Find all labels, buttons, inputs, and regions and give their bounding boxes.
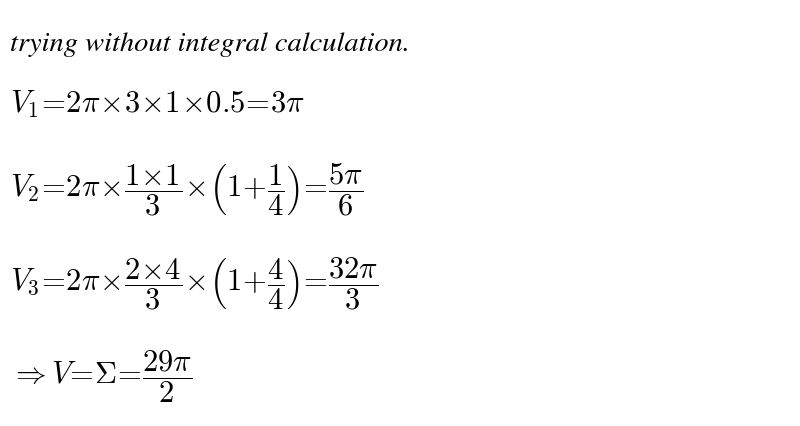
Text: $\mathit{V}_3\!=\!2\pi\!\times\!\dfrac{2\!\times\!4}{3}\!\times\!\left(1\!+\!\df: $\mathit{V}_3\!=\!2\pi\!\times\!\dfrac{2… xyxy=(10,255,378,311)
Text: $\Rightarrow \mathit{V}\!=\!\Sigma\!=\!\dfrac{29\pi}{2}$: $\Rightarrow \mathit{V}\!=\!\Sigma\!=\!\… xyxy=(10,349,193,405)
Text: $\mathit{V}_1\!=\!2\pi\!\times\!3\!\times\!1\!\times\!0.5\!=\!3\pi$: $\mathit{V}_1\!=\!2\pi\!\times\!3\!\time… xyxy=(10,89,306,120)
Text: $\mathit{V}_2\!=\!2\pi\!\times\!\dfrac{1\!\times\!1}{3}\!\times\!\left(1\!+\!\df: $\mathit{V}_2\!=\!2\pi\!\times\!\dfrac{1… xyxy=(10,161,363,218)
Text: trying without integral calculation.: trying without integral calculation. xyxy=(10,32,410,57)
